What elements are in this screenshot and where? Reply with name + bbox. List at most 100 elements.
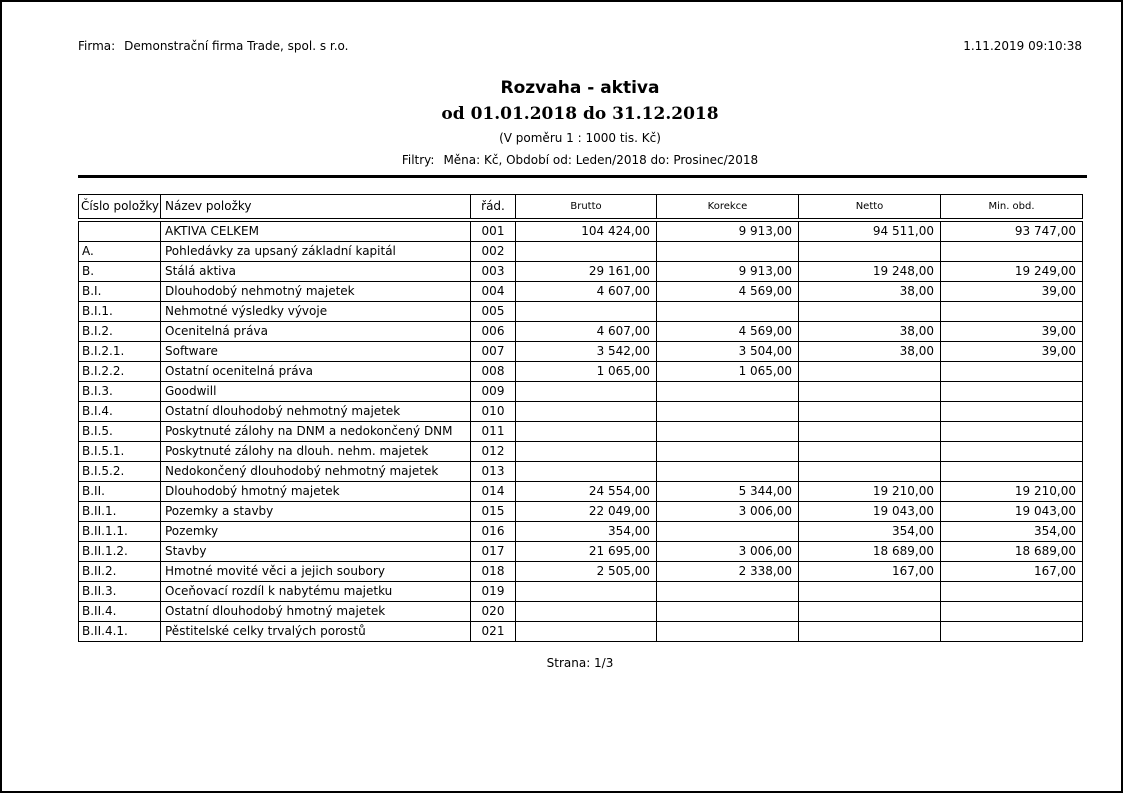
cell-korekce bbox=[656, 460, 799, 482]
cell-row-number: 005 bbox=[470, 300, 516, 322]
cell-netto: 167,00 bbox=[798, 560, 941, 582]
cell-brutto: 4 607,00 bbox=[515, 280, 657, 302]
col-header-korekce: Korekce bbox=[656, 194, 799, 222]
cell-item-name: Dlouhodobý hmotný majetek bbox=[160, 480, 471, 502]
cell-row-number: 021 bbox=[470, 620, 516, 642]
cell-item-name: Nedokončený dlouhodobý nehmotný majetek bbox=[160, 460, 471, 482]
cell-item-number bbox=[78, 219, 161, 242]
cell-korekce: 1 065,00 bbox=[656, 360, 799, 382]
cell-item-number: B.II.1. bbox=[78, 500, 161, 522]
table-row: B.I.2. Ocenitelná práva 006 4 607,00 4 5… bbox=[78, 320, 1083, 342]
cell-item-number: B.II.4.1. bbox=[78, 620, 161, 642]
filters-label: Filtry: bbox=[401, 153, 435, 167]
cell-brutto bbox=[515, 400, 657, 422]
table-row: B.I.5.2. Nedokončený dlouhodobý nehmotný… bbox=[78, 460, 1083, 482]
cell-min-obd: 167,00 bbox=[940, 560, 1083, 582]
cell-row-number: 011 bbox=[470, 420, 516, 442]
cell-row-number: 006 bbox=[470, 320, 516, 342]
cell-netto: 18 689,00 bbox=[798, 540, 941, 562]
table-row: B.II. Dlouhodobý hmotný majetek 014 24 5… bbox=[78, 480, 1083, 502]
cell-item-name: Stavby bbox=[160, 540, 471, 562]
cell-netto: 19 210,00 bbox=[798, 480, 941, 502]
cell-brutto bbox=[515, 460, 657, 482]
report-title: Rozvaha - aktiva bbox=[500, 78, 660, 98]
cell-item-name: Hmotné movité věci a jejich soubory bbox=[160, 560, 471, 582]
cell-min-obd: 19 043,00 bbox=[940, 500, 1083, 522]
filters-value: Měna: Kč, Období od: Leden/2018 do: Pros… bbox=[443, 153, 759, 167]
table-row: B.II.4.1. Pěstitelské celky trvalých por… bbox=[78, 620, 1083, 642]
cell-item-number: B.II.1.1. bbox=[78, 520, 161, 542]
cell-item-name: Stálá aktiva bbox=[160, 260, 471, 282]
cell-korekce bbox=[656, 400, 799, 422]
cell-korekce bbox=[656, 240, 799, 262]
filters-line: Filtry: Měna: Kč, Období od: Leden/2018 d… bbox=[78, 153, 1082, 168]
cell-brutto: 4 607,00 bbox=[515, 320, 657, 342]
cell-item-number: B. bbox=[78, 260, 161, 282]
cell-korekce: 2 338,00 bbox=[656, 560, 799, 582]
firm-label: Firma: bbox=[78, 39, 116, 53]
cell-korekce bbox=[656, 300, 799, 322]
cell-korekce: 5 344,00 bbox=[656, 480, 799, 502]
cell-min-obd bbox=[940, 300, 1083, 322]
cell-netto: 38,00 bbox=[798, 280, 941, 302]
cell-korekce: 3 006,00 bbox=[656, 540, 799, 562]
cell-item-number: B.I.2.1. bbox=[78, 340, 161, 362]
header-divider-rule bbox=[78, 175, 1087, 178]
cell-netto bbox=[798, 620, 941, 642]
table-row: B.II.1.1. Pozemky 016 354,00 354,00 354,… bbox=[78, 520, 1083, 542]
col-header-min-obd: Min. obd. bbox=[940, 194, 1083, 222]
cell-brutto bbox=[515, 580, 657, 602]
cell-brutto bbox=[515, 380, 657, 402]
cell-netto bbox=[798, 360, 941, 382]
table-row: B.I.5. Poskytnuté zálohy na DNM a nedoko… bbox=[78, 420, 1083, 442]
cell-item-name: Pohledávky za upsaný základní kapitál bbox=[160, 240, 471, 262]
cell-netto bbox=[798, 380, 941, 402]
table-row: B.II.4. Ostatní dlouhodobý hmotný majete… bbox=[78, 600, 1083, 622]
cell-korekce bbox=[656, 520, 799, 542]
cell-item-name: Ostatní dlouhodobý hmotný majetek bbox=[160, 600, 471, 622]
cell-brutto bbox=[515, 600, 657, 622]
cell-item-name: Oceňovací rozdíl k nabytému majetku bbox=[160, 580, 471, 602]
cell-korekce bbox=[656, 620, 799, 642]
cell-min-obd: 93 747,00 bbox=[940, 219, 1083, 242]
report-page: Firma: Demonstrační firma Trade, spol. s… bbox=[78, 38, 1087, 671]
col-header-item-name: Název položky bbox=[160, 194, 471, 222]
cell-item-number: B.I.3. bbox=[78, 380, 161, 402]
cell-item-number: B.I.5.2. bbox=[78, 460, 161, 482]
cell-netto: 19 248,00 bbox=[798, 260, 941, 282]
cell-item-name: Poskytnuté zálohy na DNM a nedokončený D… bbox=[160, 420, 471, 442]
cell-row-number: 014 bbox=[470, 480, 516, 502]
col-header-row-number: řád. bbox=[470, 194, 516, 222]
cell-brutto: 2 505,00 bbox=[515, 560, 657, 582]
cell-item-name: Ostatní ocenitelná práva bbox=[160, 360, 471, 382]
cell-item-name: Poskytnuté zálohy na dlouh. nehm. majete… bbox=[160, 440, 471, 462]
cell-brutto bbox=[515, 420, 657, 442]
cell-min-obd bbox=[940, 400, 1083, 422]
cell-min-obd: 354,00 bbox=[940, 520, 1083, 542]
table-row: B.II.3. Oceňovací rozdíl k nabytému maje… bbox=[78, 580, 1083, 602]
cell-row-number: 017 bbox=[470, 540, 516, 562]
cell-korekce: 4 569,00 bbox=[656, 280, 799, 302]
cell-item-number: B.I.2.2. bbox=[78, 360, 161, 382]
cell-brutto: 24 554,00 bbox=[515, 480, 657, 502]
cell-netto bbox=[798, 460, 941, 482]
ratio-note: (V poměru 1 : 1000 tis. Kč) bbox=[499, 131, 661, 145]
page-number-footer: Strana: 1/3 bbox=[546, 655, 614, 670]
cell-row-number: 004 bbox=[470, 280, 516, 302]
print-timestamp: 1.11.2019 09:10:38 bbox=[963, 39, 1082, 53]
table-row: B. Stálá aktiva 003 29 161,00 9 913,00 1… bbox=[78, 260, 1083, 282]
table-row: B.II.2. Hmotné movité věci a jejich soub… bbox=[78, 560, 1083, 582]
cell-min-obd bbox=[940, 420, 1083, 442]
cell-korekce bbox=[656, 420, 799, 442]
cell-min-obd: 19 210,00 bbox=[940, 480, 1083, 502]
cell-row-number: 012 bbox=[470, 440, 516, 462]
cell-netto bbox=[798, 300, 941, 322]
cell-netto: 38,00 bbox=[798, 340, 941, 362]
cell-row-number: 013 bbox=[470, 460, 516, 482]
table-row: B.I.1. Nehmotné výsledky vývoje 005 bbox=[78, 300, 1083, 322]
cell-item-number: B.I.5. bbox=[78, 420, 161, 442]
table-row: B.I.2.1. Software 007 3 542,00 3 504,00 … bbox=[78, 340, 1083, 362]
balance-sheet-table: Číslo položky Název položky řád. Brutto … bbox=[78, 194, 1083, 642]
table-row: B.I.2.2. Ostatní ocenitelná práva 008 1 … bbox=[78, 360, 1083, 382]
cell-min-obd bbox=[940, 360, 1083, 382]
